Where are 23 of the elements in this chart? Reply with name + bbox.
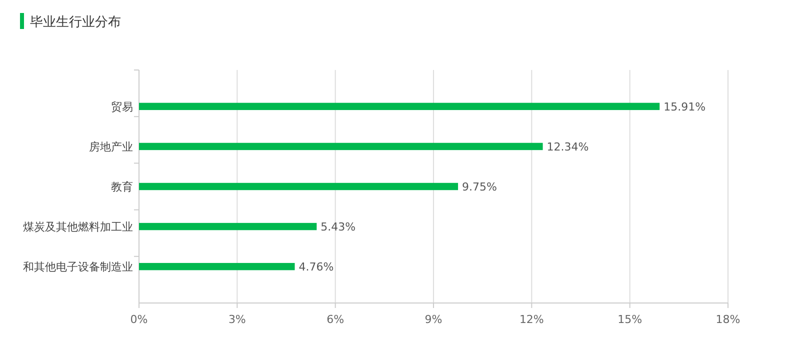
x-tick-label: 18% — [716, 313, 740, 326]
x-tick-label: 9% — [424, 313, 442, 326]
data-label: 15.91% — [664, 100, 706, 114]
y-tick-label: 贸易 — [111, 100, 133, 114]
x-tick-label: 0% — [130, 313, 148, 326]
x-tick-label: 15% — [618, 313, 642, 326]
y-tick-label: 房地产业 — [89, 140, 133, 154]
y-tick-label: 和其他电子设备制造业 — [23, 260, 133, 274]
bar — [139, 102, 660, 110]
x-tick-label: 3% — [228, 313, 246, 326]
bar — [139, 222, 317, 230]
x-tick-label: 6% — [326, 313, 344, 326]
data-label: 4.76% — [298, 260, 334, 274]
data-label: 12.34% — [546, 140, 589, 154]
bar — [139, 142, 543, 150]
bar — [139, 262, 295, 270]
y-tick-label: 煤炭及其他燃料加工业 — [23, 220, 133, 234]
chart-title: 毕业生行业分布 — [30, 15, 121, 30]
data-label: 5.43% — [320, 220, 356, 234]
bar — [139, 182, 458, 190]
x-tick-label: 12% — [519, 313, 544, 326]
y-tick-label: 教育 — [111, 180, 133, 194]
data-label: 9.75% — [462, 180, 497, 194]
